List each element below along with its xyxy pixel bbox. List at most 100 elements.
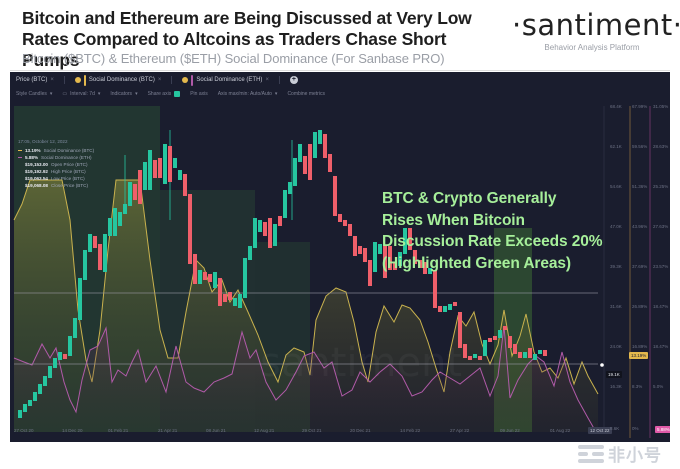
metric-label: Social Dominance (BTC) (88, 77, 155, 83)
checkbox-checked-icon[interactable] (174, 91, 181, 97)
metric-chip-social-dominance-eth[interactable]: Social Dominance (ETH) × (182, 74, 269, 86)
x-tick: 29 Oct 21 (302, 428, 322, 433)
x-current-badge: 12 Oct 22 (588, 427, 612, 434)
price-tick: 24.0K (610, 344, 622, 349)
legend-swatch-icon (18, 171, 22, 172)
separator (171, 76, 173, 84)
eth-dom-tick: 18.47% (653, 304, 669, 309)
pin-axis-toggle[interactable]: Pin axis (190, 91, 208, 97)
indicators-dropdown[interactable]: Indicators ▾ (110, 91, 137, 97)
chevron-down-icon: ▾ (135, 91, 138, 97)
price-tick: 47.0K (610, 224, 622, 229)
eth-dom-tick: 25.25% (653, 184, 669, 189)
feixiaohao-text: 非小号 (608, 446, 662, 465)
remove-metric-icon[interactable]: × (157, 77, 162, 83)
eth-dom-tick: 23.57% (653, 264, 669, 269)
x-tick: 12 Aug 21 (254, 428, 275, 433)
metric-color-dot-icon (74, 77, 81, 83)
btc-dom-tick: 0% (632, 426, 639, 431)
annotation-line: Discussion Rate Exceeds 20% (382, 233, 603, 250)
remove-metric-icon[interactable]: × (265, 77, 269, 83)
btc-dom-tick: 67.99% (632, 104, 648, 109)
metric-chip-price-btc[interactable]: Price (BTC) × (16, 77, 54, 83)
tooltip-value: $19,063.54 (25, 176, 48, 181)
santiment-chart-watermark: santiment (260, 340, 462, 386)
x-tick: 01 Feb 21 (108, 428, 129, 433)
chevron-down-icon: ▾ (49, 91, 53, 97)
legend-swatch-icon (18, 178, 22, 179)
btc-dom-tick: 43.96% (632, 224, 648, 229)
eth-dominance-line (13, 325, 597, 433)
page-subtitle: Bitcoin ($BTC) & Ethereum ($ETH) Social … (22, 51, 445, 66)
tooltip-value: $19,153.00 (25, 162, 48, 167)
chart-panel: Price (BTC) × Social Dominance (BTC) × S… (10, 72, 670, 442)
santiment-logo: ·santiment· Behavior Analysis Platform (512, 8, 680, 52)
style-dropdown[interactable]: Style Candles ▾ (16, 91, 52, 97)
calendar-icon: ▭ (62, 91, 68, 97)
tooltip-value: $19,192.92 (25, 169, 48, 174)
option-label: Indicators (110, 91, 133, 97)
options-toolbar: Style Candles ▾ ▭ Interval: 7d ▾ Indicators… (10, 88, 670, 100)
chart-annotation: BTC & Crypto Generally Rises When Bitcoi… (382, 188, 632, 274)
option-label: Style Candles (16, 91, 47, 97)
metric-toolbar: Price (BTC) × Social Dominance (BTC) × S… (10, 72, 670, 88)
option-label: Axis max/min: Auto/Auto (217, 91, 272, 97)
legend-swatch-icon (18, 157, 22, 158)
remove-metric-icon[interactable]: × (50, 77, 54, 83)
legend-swatch-icon (18, 150, 22, 151)
btc-dom-tick: 26.89% (632, 304, 648, 309)
btc-dom-tick: 37.69% (632, 264, 648, 269)
chevron-down-icon: ▾ (274, 91, 278, 97)
btc-dom-current-badge: 13.19% (629, 352, 649, 359)
tooltip-row: $19,192.92 High Price (BTC) (18, 169, 108, 174)
annotation-line: BTC & Crypto Generally (382, 190, 557, 207)
combine-metrics-button[interactable]: Combine metrics (287, 91, 325, 97)
interval-dropdown[interactable]: ▭ Interval: 7d ▾ (62, 91, 100, 97)
btc-dom-tick: 51.36% (632, 184, 648, 189)
separator (63, 76, 65, 84)
tooltip-value: 13.19% (25, 148, 41, 153)
metric-color-dot-icon (182, 77, 189, 83)
tooltip-row: $19,063.54 Low Price (BTC) (18, 176, 108, 181)
share-axis-toggle[interactable]: Share axis (148, 91, 181, 97)
metric-color-bar-icon (191, 74, 194, 86)
legend-swatch-icon (18, 164, 22, 165)
tooltip-row: 5.88% Social Dominance (ETH) (18, 155, 108, 160)
annotation-line: Rises When Bitcoin (382, 211, 525, 229)
header-divider (10, 70, 670, 71)
x-tick: 27 Apr 22 (450, 428, 470, 433)
legend-swatch-icon (18, 185, 22, 186)
price-tick: 62.1K (610, 144, 622, 149)
x-tick: 14 Feb 22 (400, 428, 421, 433)
chart-svg (13, 106, 651, 438)
option-label: Share axis (147, 91, 172, 97)
eth-dominance-area (14, 326, 596, 432)
tooltip-label: High Price (BTC) (51, 169, 86, 174)
metric-label: Price (BTC) (16, 77, 48, 83)
page-title: Bitcoin and Ethereum are Being Discussed… (22, 8, 472, 70)
tooltip-value: 5.88% (25, 155, 39, 160)
btc-dom-tick: 16.89% (632, 344, 648, 349)
x-tick: 27 Oct 20 (14, 428, 34, 433)
x-tick: 14 Dec 20 (62, 428, 83, 433)
btc-dominance-area (14, 180, 598, 432)
tooltip-label: Low Price (BTC) (51, 176, 85, 181)
add-metric-button[interactable]: + (289, 76, 298, 84)
eth-dom-tick: 31.05% (653, 104, 669, 109)
option-label: Interval: 7d (70, 91, 95, 97)
eth-dom-tick: 28.63% (653, 144, 669, 149)
metric-chip-social-dominance-btc[interactable]: Social Dominance (BTC) × (74, 74, 162, 86)
x-tick: 21 Apr 21 (158, 428, 178, 433)
tooltip-label: Social Dominance (ETH) (41, 155, 92, 160)
hover-tooltip: 17:05, October 12, 2022 13.19% Social Dom… (13, 135, 113, 207)
feixiaohao-watermark: 非小号 (578, 441, 662, 466)
price-tick: 31.6K (610, 304, 622, 309)
brand-tagline: Behavior Analysis Platform (544, 43, 640, 52)
tooltip-value: $19,068.08 (25, 183, 48, 188)
tooltip-label: Open Price (BTC) (51, 162, 88, 167)
chart-plot-area[interactable]: 17:05, October 12, 2022 13.19% Social Dom… (10, 100, 670, 442)
btc-dom-tick: 59.56% (632, 144, 648, 149)
option-label: Combine metrics (287, 91, 325, 97)
axis-max-min-dropdown[interactable]: Axis max/min: Auto/Auto ▾ (218, 91, 278, 97)
price-tick: 8.6K (610, 426, 620, 431)
